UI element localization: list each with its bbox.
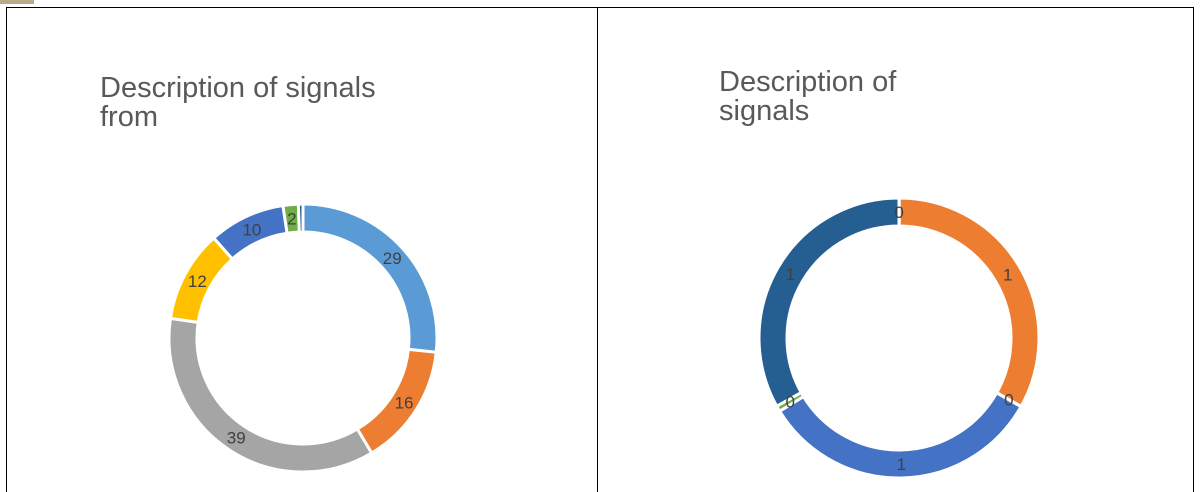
chart-panel-left: Description of signals from 29 16 39 12 10 2	[7, 8, 597, 492]
data-label-1: 1	[1003, 265, 1012, 284]
donut-slice-0	[301, 202, 439, 354]
donut-slice-5	[757, 196, 901, 409]
chart-title-left: Description of signals from	[100, 72, 376, 133]
donut-slice-6	[296, 202, 305, 234]
column-divider	[597, 7, 598, 492]
data-label-3: 12	[188, 272, 207, 291]
data-label-4: 0	[785, 393, 794, 412]
donut-chart-right: 0 1 0 1 0 1	[757, 196, 1041, 480]
chart-panel-right: Description of signals 0 1 0 1 0 1	[598, 8, 1193, 492]
data-label-2: 39	[227, 429, 246, 448]
donut-slice-2	[167, 316, 374, 474]
table-frame	[6, 7, 1194, 492]
data-label-0: 0	[894, 203, 903, 222]
corner-mark	[0, 0, 34, 4]
data-label-0: 29	[383, 249, 402, 268]
donut-chart-left: 29 16 39 12 10 2	[167, 202, 439, 474]
data-label-5: 1	[786, 265, 795, 284]
data-label-4: 10	[242, 220, 261, 239]
chart-title-right: Description of signals	[719, 66, 897, 127]
data-label-1: 16	[395, 394, 414, 413]
data-label-5: 2	[287, 210, 296, 229]
data-label-3: 1	[897, 455, 906, 474]
donut-slice-1	[897, 196, 1041, 409]
page-top-rule	[0, 0, 1202, 4]
data-label-2: 0	[1004, 391, 1013, 410]
